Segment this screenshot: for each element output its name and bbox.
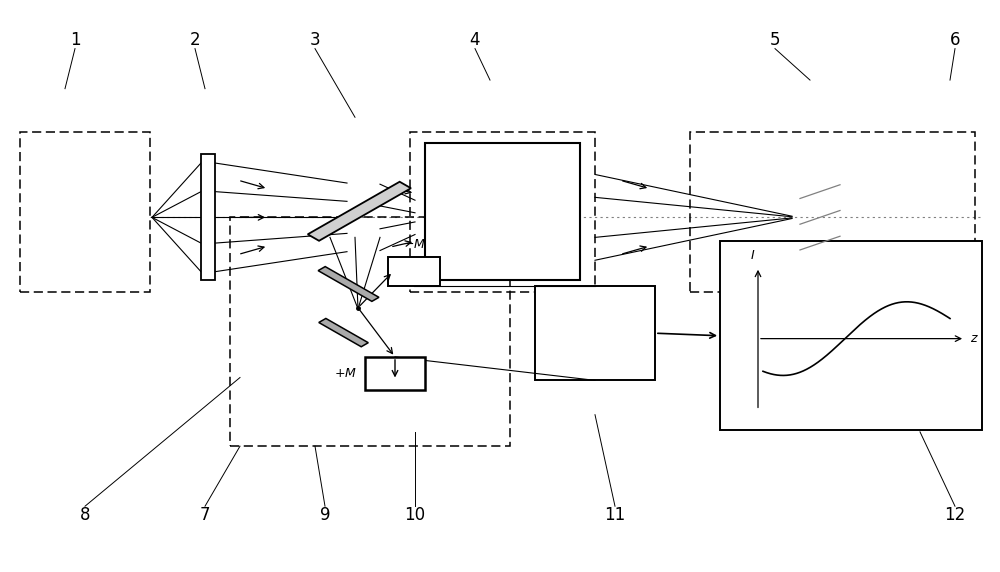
- Text: 3: 3: [310, 31, 320, 49]
- Bar: [410, 132, 595, 292]
- Text: 10: 10: [404, 506, 426, 524]
- Text: $z$: $z$: [970, 332, 979, 345]
- Bar: [20, 132, 150, 292]
- Text: 7: 7: [200, 506, 210, 524]
- Bar: [365, 357, 425, 390]
- Text: 2: 2: [190, 31, 200, 49]
- Polygon shape: [319, 319, 368, 347]
- Bar: [201, 154, 215, 280]
- Bar: [690, 132, 975, 292]
- Text: $+M$: $+M$: [334, 367, 357, 380]
- Bar: [230, 217, 510, 446]
- Text: 5: 5: [770, 31, 780, 49]
- Polygon shape: [308, 182, 411, 241]
- Text: 6: 6: [950, 31, 960, 49]
- Text: 9: 9: [320, 506, 330, 524]
- Bar: [425, 143, 580, 280]
- Text: 11: 11: [604, 506, 626, 524]
- Text: $-M$: $-M$: [403, 237, 425, 251]
- Text: $I$: $I$: [750, 249, 756, 263]
- Text: 4: 4: [470, 31, 480, 49]
- Bar: [388, 257, 440, 286]
- Text: 1: 1: [70, 31, 80, 49]
- Bar: [720, 241, 982, 430]
- Bar: [535, 286, 655, 380]
- Polygon shape: [318, 267, 379, 301]
- Text: 12: 12: [944, 506, 966, 524]
- Text: 8: 8: [80, 506, 90, 524]
